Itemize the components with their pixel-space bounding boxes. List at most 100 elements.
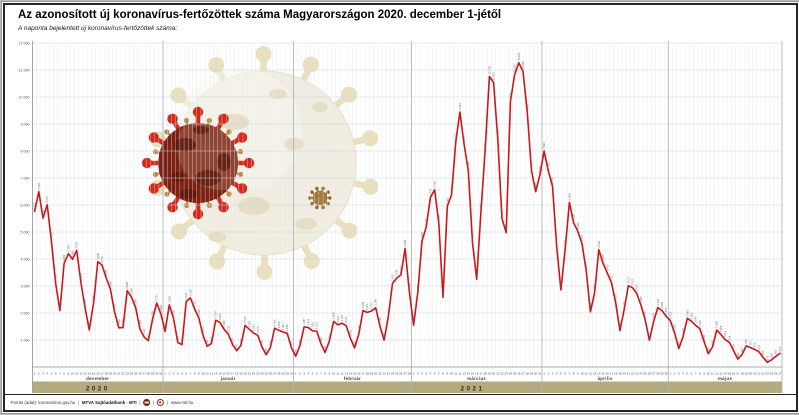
svg-text:március: március [467, 376, 486, 381]
svg-text:914: 914 [727, 335, 731, 340]
svg-text:6 566: 6 566 [433, 180, 437, 187]
svg-text:2 727: 2 727 [635, 284, 639, 291]
svg-text:1 862: 1 862 [386, 307, 390, 314]
svg-text:1: 1 [34, 372, 36, 376]
svg-text:7: 7 [320, 372, 322, 376]
svg-text:24: 24 [391, 372, 395, 376]
svg-text:23: 23 [635, 372, 639, 376]
svg-text:3 412: 3 412 [399, 266, 403, 273]
svg-text:5 030: 5 030 [576, 222, 580, 229]
svg-text:1 248: 1 248 [285, 324, 289, 331]
svg-text:18: 18 [614, 372, 618, 376]
svg-text:28: 28 [408, 372, 412, 376]
svg-text:3 089: 3 089 [54, 274, 58, 281]
svg-text:1: 1 [670, 372, 672, 376]
svg-text:993: 993 [647, 333, 651, 338]
svg-text:23: 23 [126, 372, 130, 376]
svg-text:12: 12 [458, 372, 462, 376]
svg-text:6: 6 [691, 372, 693, 376]
svg-text:606: 606 [732, 343, 736, 348]
svg-text:4 572: 4 572 [580, 234, 584, 241]
svg-text:398: 398 [294, 349, 298, 354]
svg-text:7 263: 7 263 [546, 162, 550, 169]
svg-text:4: 4 [682, 372, 684, 376]
svg-text:19: 19 [488, 372, 492, 376]
svg-text:9: 9 [67, 372, 69, 376]
svg-text:800: 800 [239, 338, 243, 343]
svg-text:29: 29 [281, 372, 285, 376]
svg-text:2020: 2020 [86, 385, 110, 392]
svg-text:2 295: 2 295 [639, 296, 643, 303]
page-subtitle: A naponta bejelentett új koronavírus-fer… [18, 25, 177, 32]
svg-text:10: 10 [707, 372, 711, 376]
svg-text:28: 28 [147, 372, 151, 376]
svg-text:10: 10 [332, 372, 336, 376]
svg-text:1 350: 1 350 [618, 321, 622, 328]
svg-text:6: 6 [434, 372, 436, 376]
footer-content: Forrás (adat): koronavirus.gov.hu | MTVA… [5, 399, 193, 406]
svg-text:25: 25 [265, 372, 269, 376]
svg-text:13: 13 [593, 372, 597, 376]
svg-text:5 178: 5 178 [424, 218, 428, 225]
svg-text:2 088: 2 088 [58, 301, 62, 308]
svg-text:11 265: 11 265 [517, 52, 521, 61]
svg-text:1 000: 1 000 [21, 338, 30, 342]
svg-text:5: 5 [686, 372, 688, 376]
svg-text:2 194: 2 194 [134, 299, 138, 306]
footer-brand: MTVA Sajtóadatbank · MTI [82, 400, 137, 405]
svg-text:995: 995 [382, 333, 386, 338]
svg-text:29: 29 [530, 372, 534, 376]
svg-text:3: 3 [173, 372, 175, 376]
svg-text:6 098: 6 098 [567, 193, 571, 200]
svg-text:5 325: 5 325 [437, 214, 441, 221]
svg-text:4 609: 4 609 [471, 233, 475, 240]
svg-text:2021: 2021 [461, 385, 485, 392]
svg-text:17: 17 [736, 372, 740, 376]
svg-text:9: 9 [446, 372, 448, 376]
svg-text:2 031: 2 031 [113, 303, 117, 310]
svg-text:11: 11 [206, 372, 209, 376]
svg-text:20: 20 [113, 372, 117, 376]
svg-text:8: 8 [699, 372, 701, 376]
footer-separator: | [167, 400, 168, 405]
svg-text:2 371: 2 371 [92, 294, 96, 301]
svg-text:3 829: 3 829 [62, 254, 66, 261]
svg-text:10: 10 [580, 372, 584, 376]
svg-text:2: 2 [299, 372, 301, 376]
svg-text:21: 21 [753, 372, 757, 376]
svg-text:24: 24 [509, 372, 513, 376]
svg-text:461: 461 [740, 347, 744, 352]
svg-text:7: 7 [59, 372, 61, 376]
svg-text:24: 24 [766, 372, 770, 376]
svg-text:27: 27 [521, 372, 525, 376]
svg-text:5 761: 5 761 [33, 202, 37, 209]
svg-text:4 659: 4 659 [49, 232, 53, 239]
svg-text:1 333: 1 333 [315, 322, 319, 329]
svg-text:19: 19 [109, 372, 113, 376]
svg-text:2 299: 2 299 [167, 296, 171, 303]
svg-text:6: 6 [316, 372, 318, 376]
svg-text:január: január [220, 376, 236, 381]
svg-text:21: 21 [496, 372, 500, 376]
svg-text:9: 9 [703, 372, 705, 376]
svg-text:687: 687 [677, 341, 681, 346]
svg-text:7 999: 7 999 [542, 142, 546, 149]
svg-text:9 426: 9 426 [525, 103, 529, 110]
svg-text:22: 22 [252, 372, 256, 376]
svg-text:3: 3 [42, 372, 44, 376]
svg-text:13: 13 [214, 372, 218, 376]
svg-text:356: 356 [761, 350, 765, 355]
svg-text:21: 21 [117, 372, 121, 376]
svg-text:25: 25 [513, 372, 517, 376]
svg-text:18: 18 [740, 372, 744, 376]
svg-text:455: 455 [264, 348, 268, 353]
svg-text:9: 9 [329, 372, 331, 376]
svg-text:6 369: 6 369 [450, 186, 454, 193]
svg-text:4 321: 4 321 [75, 241, 79, 248]
svg-text:8: 8 [324, 372, 326, 376]
svg-text:6: 6 [185, 372, 187, 376]
svg-text:740: 740 [260, 340, 264, 345]
svg-text:1: 1 [413, 372, 415, 376]
svg-text:1: 1 [164, 372, 166, 376]
